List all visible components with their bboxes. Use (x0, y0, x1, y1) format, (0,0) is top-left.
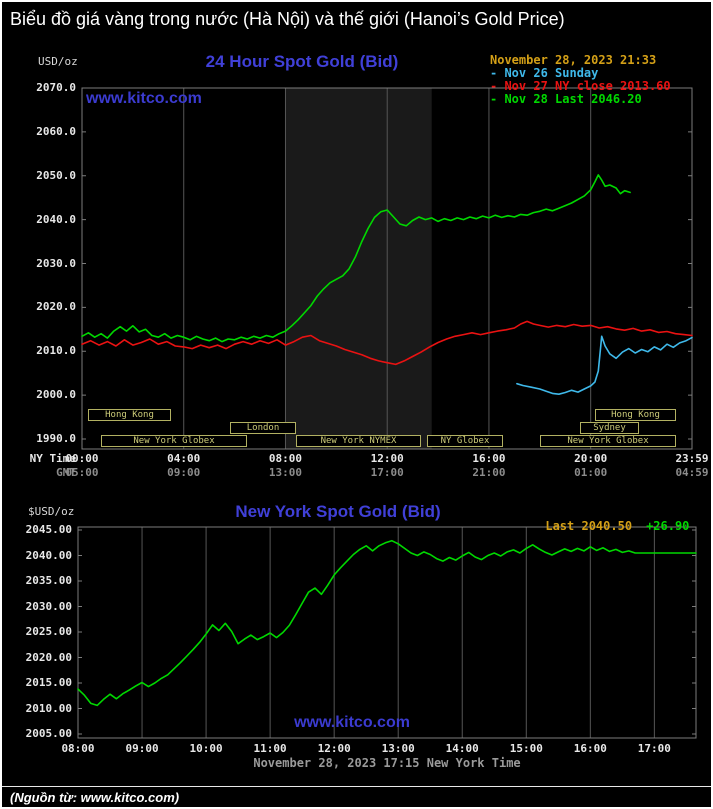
x-tick-ny: 23:59 (675, 452, 709, 465)
x-tick-label: 12:00 (317, 742, 351, 755)
x-tick-gmt: 17:00 (370, 466, 404, 479)
x-tick-label: 17:00 (637, 742, 671, 755)
x-tick-label: 11:00 (253, 742, 287, 755)
x-tick-gmt: 21:00 (472, 466, 506, 479)
session-box: New York Globex (101, 435, 247, 447)
x-tick-gmt: 05:00 (65, 466, 99, 479)
y-tick-label: 2030.00 (25, 599, 72, 613)
page-title: Biểu đồ giá vàng trong nước (Hà Nội) và … (10, 9, 565, 29)
y-tick-label: 2035.00 (25, 574, 72, 587)
y-tick-label: 1990.0 (36, 432, 76, 445)
y-tick-label: 2020.0 (36, 300, 76, 314)
chart1-legend: - Nov 26 Sunday - Nov 27 NY close 2013.60… (490, 67, 671, 106)
y-tick-label: 2010.00 (25, 701, 72, 715)
y-tick-label: 2060.0 (36, 124, 76, 138)
chart2-plot-canvas (77, 526, 697, 739)
chart2-change-value: +26.90 (646, 519, 690, 533)
session-box: New York Globex (540, 435, 676, 447)
y-tick-label: 2015.00 (25, 676, 72, 689)
session-box: Hong Kong (88, 409, 171, 421)
y-tick-label: 2000.0 (36, 388, 76, 402)
x-tick-label: 15:00 (509, 742, 543, 755)
y-tick-label: 2030.0 (36, 256, 76, 270)
x-tick-label: 13:00 (381, 742, 415, 755)
chart2-y-axis-unit: $USD/oz (28, 505, 75, 518)
y-tick-label: 2070.0 (36, 81, 76, 94)
x-tick-gmt: 01:00 (574, 466, 608, 479)
x-tick-gmt: 09:00 (167, 466, 201, 479)
chart2-last-value: Last 2040.50 (545, 519, 633, 533)
chart1-title: 24 Hour Spot Gold (Bid) (205, 52, 399, 71)
y-tick-label: 2020.00 (25, 650, 72, 664)
x-tick-ny: 08:00 (268, 452, 303, 465)
x-tick-gmt: 13:00 (268, 466, 303, 479)
x-tick-label: 14:00 (445, 742, 479, 755)
y-tick-label: 2045.00 (25, 523, 72, 536)
chart1-gmt-label: GMT (56, 466, 76, 479)
y-tick-label: 2040.0 (36, 212, 76, 226)
chart1-plot-canvas (81, 87, 693, 450)
y-tick-label: 2010.0 (36, 344, 76, 358)
session-box: Sydney (580, 422, 639, 434)
chart2-title: New York Spot Gold (Bid) (235, 502, 441, 521)
x-tick-label: 16:00 (573, 742, 607, 755)
chart2-last-quote: Last 2040.50 +26.90 (502, 505, 689, 547)
source-note: (Nguồn từ: www.kitco.com) (2, 786, 711, 807)
session-box: New York NYMEX (296, 435, 421, 447)
x-tick-ny: 20:00 (574, 452, 608, 465)
legend-item: - Nov 27 NY close 2013.60 (490, 79, 671, 93)
y-tick-label: 2025.00 (25, 625, 72, 638)
session-box: NY Globex (427, 435, 503, 447)
x-tick-ny: 16:00 (472, 452, 506, 465)
chart1-nytime-label: NY Time (29, 452, 76, 465)
x-tick-gmt: 04:59 (675, 466, 709, 479)
session-box: Hong Kong (595, 409, 676, 421)
x-tick-label: 08:00 (61, 742, 95, 755)
chart1-y-axis-unit: USD/oz (38, 55, 78, 68)
x-tick-ny: 00:00 (65, 452, 99, 465)
x-tick-ny: 04:00 (167, 452, 201, 465)
y-tick-label: 2040.00 (25, 548, 72, 562)
x-tick-label: 09:00 (125, 742, 159, 755)
chart-24h-spot-gold: USD/oz 24 Hour Spot Gold (Bid) November … (2, 38, 711, 490)
y-tick-label: 2005.00 (25, 727, 72, 740)
legend-item: - Nov 26 Sunday (490, 66, 599, 80)
chart2-date-caption: November 28, 2023 17:15 New York Time (253, 756, 521, 770)
chart-ny-spot-gold: $USD/oz New York Spot Gold (Bid) Last 20… (2, 490, 711, 786)
legend-item: - Nov 28 Last 2046.20 (490, 92, 642, 106)
x-tick-ny: 12:00 (370, 452, 404, 465)
chart1-timestamp: November 28, 2023 21:33 (490, 53, 657, 67)
y-tick-label: 2050.0 (36, 168, 76, 182)
x-tick-label: 10:00 (189, 742, 223, 755)
kitco-watermark: www.kitco.com (294, 714, 410, 731)
kitco-watermark: www.kitco.com (86, 90, 202, 107)
session-box: London (230, 422, 296, 434)
